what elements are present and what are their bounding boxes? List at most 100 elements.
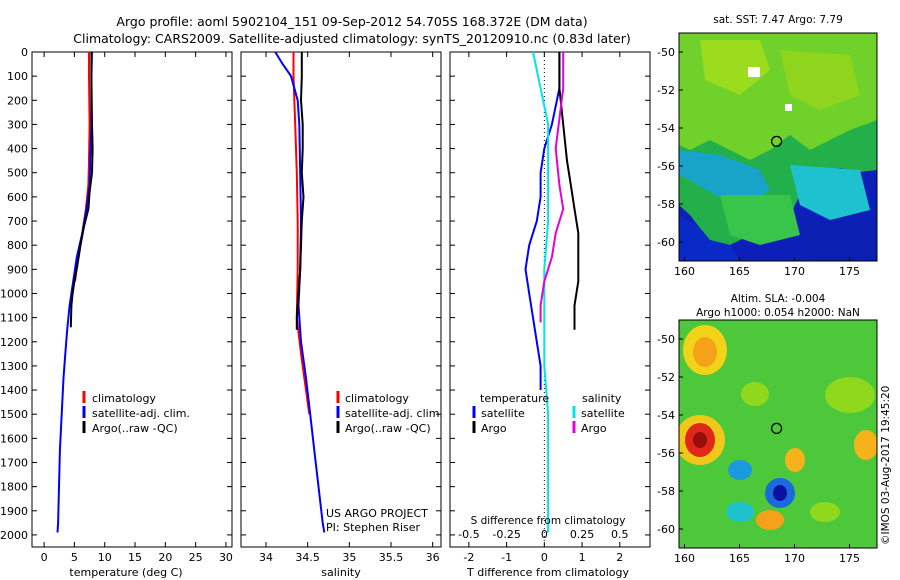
map-x-tick-label: 170 — [784, 552, 805, 565]
salinity-legend: climatology satellite-adj. clim. Argo(..… — [336, 391, 443, 435]
map-x-tick-label: 160 — [674, 265, 695, 278]
y-tick-label: 1500 — [0, 408, 28, 421]
salinity-xlabel: salinity — [321, 566, 361, 579]
series-line-salinity-satellite — [532, 51, 550, 533]
salinity-axes-frame — [240, 51, 442, 548]
map-y-tick-label: -52 — [657, 371, 675, 384]
legend-label-climatology: climatology — [345, 392, 409, 405]
x-tick-label: -1 — [501, 551, 512, 564]
map-x-tick-label: 165 — [729, 552, 750, 565]
y-tick-label: 1400 — [0, 384, 28, 397]
x-tick-label: 25 — [189, 551, 203, 564]
map-y-tick-label: -56 — [657, 160, 675, 173]
difference-panel: -2 -1 0 1 2 -0.5 -0.25 0 0.25 0.5 S difference fr… — [449, 51, 651, 579]
sla-map-frame — [678, 319, 878, 549]
x-tick-label: 35 — [342, 551, 356, 564]
map-y-tick-label: -58 — [657, 485, 675, 498]
figure-title-line1: Argo profile: aoml 5902104_151 09-Sep-20… — [116, 14, 587, 29]
series-line-argo-raw-qc — [69, 52, 94, 328]
x-tick-label: 0 — [41, 551, 48, 564]
difference-axes-frame — [449, 51, 651, 548]
temperature-panel: 0 5 10 15 20 25 300100200300400500600700800900… — [0, 46, 233, 579]
x-tick-label: -2 — [463, 551, 474, 564]
sst-map-title: sat. SST: 7.47 Argo: 7.79 — [713, 14, 843, 26]
x-tick-label: 34.5 — [295, 551, 320, 564]
legend-label-temp-satellite: satellite — [481, 407, 525, 420]
map-y-tick-label: -52 — [657, 84, 675, 97]
legend-label-argo: Argo(..raw -QC) — [345, 422, 431, 435]
temperature-xlabel: temperature (deg C) — [69, 566, 182, 579]
y-tick-label: 1700 — [0, 456, 28, 469]
series-line-satellite-adj-clim — [274, 51, 326, 533]
pi-annotation: PI: Stephen Riser — [326, 521, 421, 534]
y-tick-label: 100 — [7, 70, 28, 83]
sla-argo-position-marker — [770, 422, 783, 435]
temperature-ticks: 0 5 10 15 20 25 300100200300400500600700800900… — [0, 46, 233, 564]
x-tick-label: 0 — [541, 551, 548, 564]
difference-lines — [524, 51, 580, 533]
legend-label-temp-argo: Argo — [481, 422, 507, 435]
difference-ticks: -2 -1 0 1 2 -0.5 -0.25 0 0.25 0.5 — [450, 51, 650, 564]
map-x-tick-label: 175 — [839, 552, 860, 565]
y-tick-label: 700 — [7, 215, 28, 228]
series-line-salinity-argo — [539, 52, 565, 323]
legend-label-argo: Argo(..raw -QC) — [92, 422, 178, 435]
salinity-diff-tick-label: -0.5 — [458, 528, 479, 541]
map-y-tick-label: -54 — [657, 409, 675, 422]
x-tick-label: 30 — [219, 551, 233, 564]
y-tick-label: 300 — [7, 118, 28, 131]
y-tick-label: 1900 — [0, 505, 28, 518]
salinity-difference-label: S difference from climatology — [471, 515, 626, 527]
imos-credit: ©IMOS 03-Aug-2017 19:45:20 — [880, 386, 892, 545]
legend-label-climatology: climatology — [92, 392, 156, 405]
map-y-tick-label: -54 — [657, 122, 675, 135]
legend-label-sal-satellite: satellite — [581, 407, 625, 420]
legend-title-temperature: temperature — [480, 392, 549, 405]
project-annotation: US ARGO PROJECT — [326, 507, 428, 520]
legend-label-satellite: satellite-adj. clim. — [92, 407, 190, 420]
y-tick-label: 1800 — [0, 481, 28, 494]
sst-argo-position-marker — [770, 135, 783, 148]
salinity-ticks: 34 34.5 35 35.5 36 — [241, 51, 441, 564]
legend-label-satellite: satellite-adj. clim. — [345, 407, 443, 420]
y-tick-label: 2000 — [0, 529, 28, 542]
sst-map-frame — [678, 32, 878, 262]
series-line-climatology — [74, 52, 91, 282]
x-tick-label: 1 — [579, 551, 586, 564]
y-tick-label: 1000 — [0, 287, 28, 300]
series-line-argo-raw-qc — [295, 52, 305, 330]
temperature-lines — [56, 51, 94, 533]
salinity-diff-tick-label: 0.25 — [570, 528, 595, 541]
map-y-tick-label: -58 — [657, 198, 675, 211]
y-tick-label: 400 — [7, 143, 28, 156]
y-tick-label: 1600 — [0, 432, 28, 445]
x-tick-label: 15 — [128, 551, 142, 564]
series-line-temperature-satellite — [524, 52, 561, 390]
y-tick-label: 1100 — [0, 312, 28, 325]
salinity-diff-tick-label: 0.5 — [611, 528, 629, 541]
x-tick-label: 10 — [98, 551, 112, 564]
map-y-tick-label: -60 — [657, 523, 675, 536]
map-y-tick-label: -50 — [657, 46, 675, 59]
y-tick-label: 0 — [21, 46, 28, 59]
sst-map-image — [679, 33, 877, 261]
figure-title-line2: Climatology: CARS2009. Satellite-adjuste… — [73, 31, 630, 46]
y-tick-label: 200 — [7, 94, 28, 107]
sst-map-panel: sat. SST: 7.47 Argo: 7.79 160 165 170 175 -5… — [657, 14, 878, 278]
series-line-satellite-adj-clim — [56, 51, 93, 533]
x-tick-label: 34 — [259, 551, 273, 564]
legend-label-sal-argo: Argo — [581, 422, 607, 435]
temperature-difference-label: T difference from climatology — [466, 566, 629, 579]
y-tick-label: 1300 — [0, 360, 28, 373]
series-line-climatology — [292, 52, 311, 415]
salinity-diff-tick-label: 0 — [541, 528, 548, 541]
x-tick-label: 2 — [616, 551, 623, 564]
series-line-temperature-argo — [558, 52, 580, 330]
map-x-tick-label: 170 — [784, 265, 805, 278]
y-tick-label: 800 — [7, 239, 28, 252]
sla-map-panel: Altim. SLA: -0.004 Argo h1000: 0.054 h20… — [657, 293, 878, 565]
map-x-tick-label: 175 — [839, 265, 860, 278]
difference-legend: temperature salinity satellite Argo sate… — [472, 392, 625, 435]
x-tick-label: 20 — [158, 551, 172, 564]
